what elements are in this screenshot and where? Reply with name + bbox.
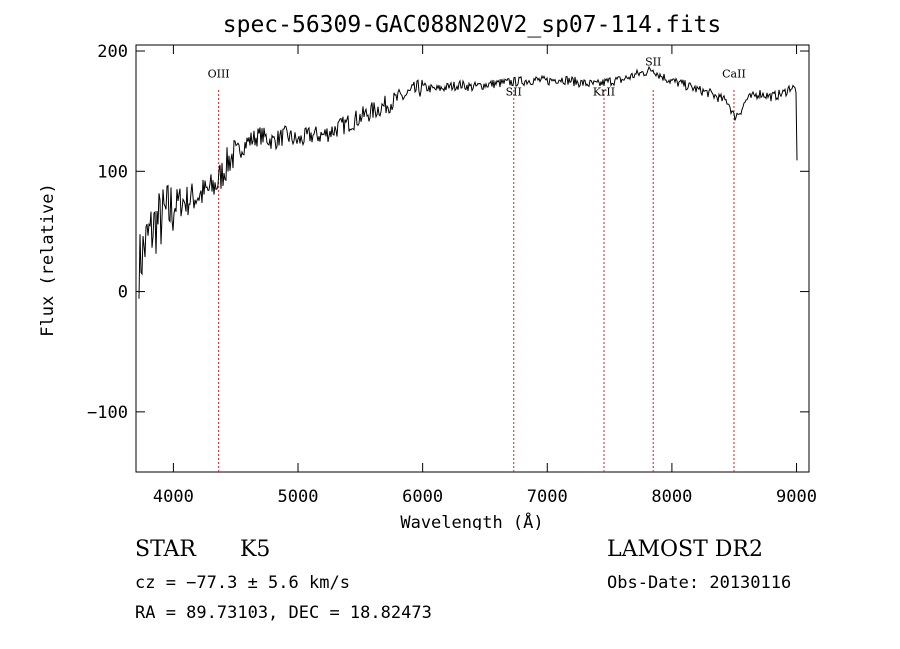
spectral-subclass: K5: [240, 537, 271, 562]
observation-date: Obs-Date: 20130116: [607, 573, 792, 593]
x-tick-label: 7000: [527, 487, 568, 507]
plot-frame: [135, 44, 810, 473]
object-class: STAR: [135, 537, 196, 562]
chart-title: spec-56309-GAC088N20V2_sp07-114.fits: [223, 12, 722, 38]
survey-name: LAMOST DR2: [607, 537, 763, 562]
x-tick-label: 5000: [278, 487, 319, 507]
x-tick-label: 9000: [776, 487, 817, 507]
x-axis-label: Wavelength (Å): [400, 511, 543, 530]
y-tick-label: 0: [118, 283, 128, 303]
redshift-readout: cz = −77.3 ± 5.6 km/s: [135, 573, 350, 593]
spectral-line-label: SII: [506, 86, 522, 99]
spectral-line-label: CaII: [722, 67, 746, 80]
spectral-line-label: OIII: [208, 67, 230, 80]
coordinates-readout: RA = 89.73103, DEC = 18.82473: [135, 603, 432, 623]
spectrum-chart: spec-56309-GAC088N20V2_sp07-114.fits OII…: [38, 12, 817, 530]
y-axis-label: Flux (relative): [38, 183, 58, 337]
flux-series-line: [138, 65, 798, 299]
spectral-line-label: SII: [645, 55, 661, 68]
x-tick-label: 6000: [402, 487, 443, 507]
y-tick-label: −100: [87, 403, 128, 423]
y-tick-label: 100: [97, 162, 128, 182]
x-tick-label: 4000: [153, 487, 194, 507]
spectral-line-label: KrII: [593, 86, 615, 99]
x-tick-label: 8000: [651, 487, 692, 507]
y-tick-label: 200: [97, 42, 128, 62]
